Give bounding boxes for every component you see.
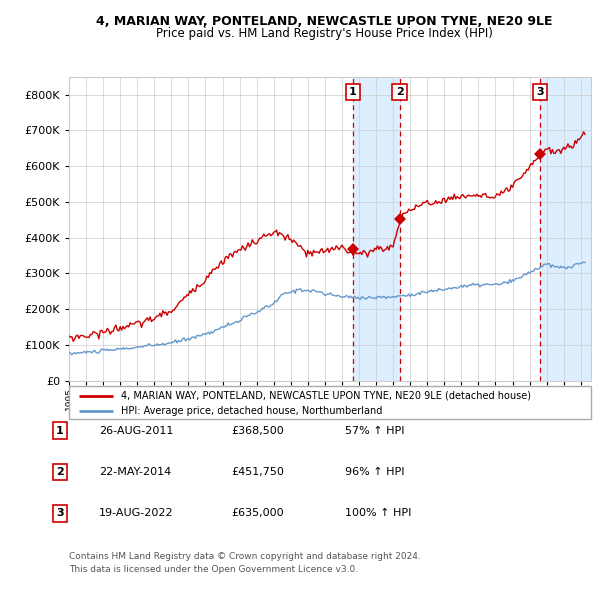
Text: 22-MAY-2014: 22-MAY-2014 [99, 467, 171, 477]
Text: 26-AUG-2011: 26-AUG-2011 [99, 426, 173, 435]
Text: 2: 2 [56, 467, 64, 477]
Text: £368,500: £368,500 [231, 426, 284, 435]
Text: HPI: Average price, detached house, Northumberland: HPI: Average price, detached house, Nort… [121, 406, 383, 416]
Bar [541, 77, 595, 381]
Text: This data is licensed under the Open Government Licence v3.0.: This data is licensed under the Open Gov… [69, 565, 358, 574]
Text: 1: 1 [56, 426, 64, 435]
Text: 96% ↑ HPI: 96% ↑ HPI [345, 467, 404, 477]
Text: 57% ↑ HPI: 57% ↑ HPI [345, 426, 404, 435]
Text: 3: 3 [56, 509, 64, 518]
Bar [353, 77, 400, 381]
Text: 100% ↑ HPI: 100% ↑ HPI [345, 509, 412, 518]
Text: Price paid vs. HM Land Registry's House Price Index (HPI): Price paid vs. HM Land Registry's House … [155, 27, 493, 40]
Text: 4, MARIAN WAY, PONTELAND, NEWCASTLE UPON TYNE, NE20 9LE: 4, MARIAN WAY, PONTELAND, NEWCASTLE UPON… [96, 15, 552, 28]
FancyBboxPatch shape [69, 386, 591, 419]
Text: £635,000: £635,000 [231, 509, 284, 518]
Text: Contains HM Land Registry data © Crown copyright and database right 2024.: Contains HM Land Registry data © Crown c… [69, 552, 421, 560]
Text: 1: 1 [349, 87, 357, 97]
Text: 2: 2 [396, 87, 403, 97]
Text: 4, MARIAN WAY, PONTELAND, NEWCASTLE UPON TYNE, NE20 9LE (detached house): 4, MARIAN WAY, PONTELAND, NEWCASTLE UPON… [121, 391, 531, 401]
Text: £451,750: £451,750 [231, 467, 284, 477]
Text: 19-AUG-2022: 19-AUG-2022 [99, 509, 173, 518]
Text: 3: 3 [536, 87, 544, 97]
